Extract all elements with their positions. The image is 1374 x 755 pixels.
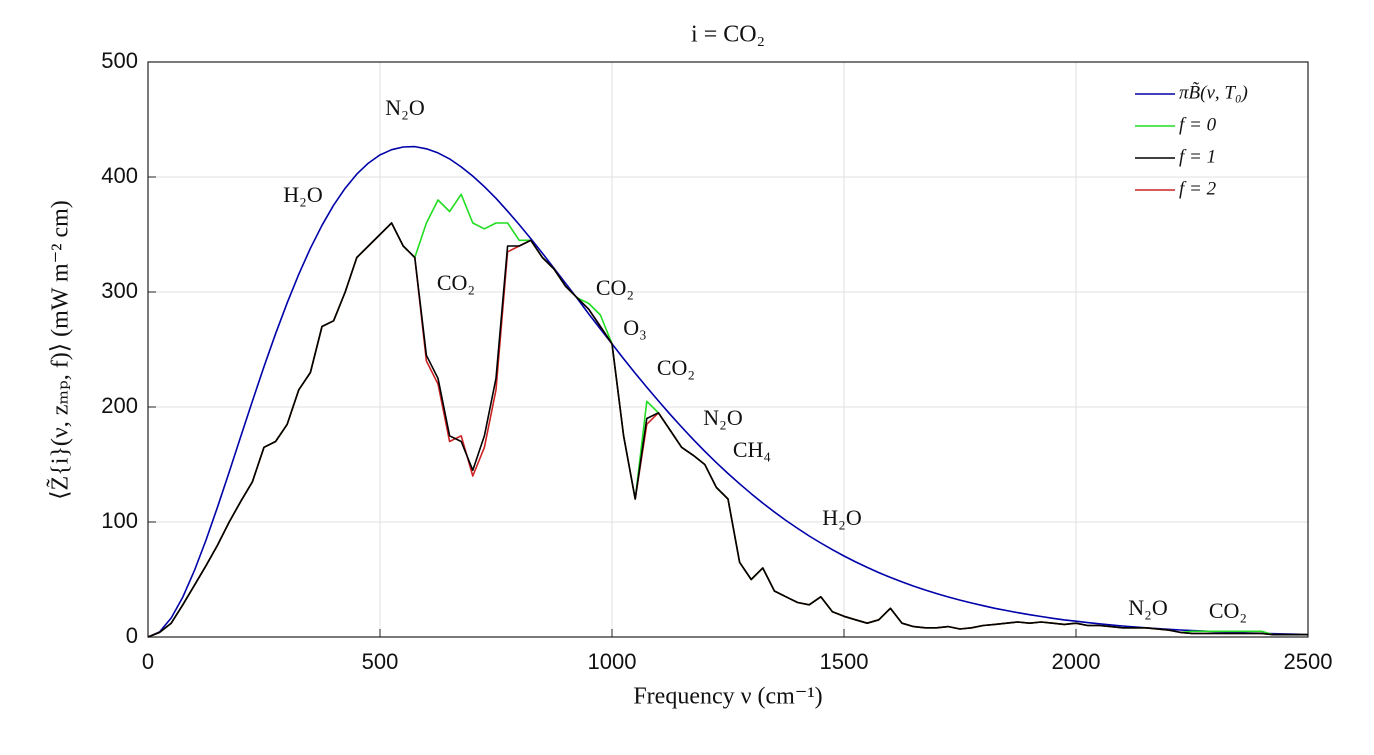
y-tick-label: 300 <box>101 278 138 303</box>
series-line <box>147 145 1309 638</box>
annotation: CO₂ <box>437 270 475 295</box>
y-tick-label: 400 <box>101 163 138 188</box>
chart-title: i = CO₂ <box>691 22 765 48</box>
annotation: H₂O <box>283 182 322 207</box>
y-tick-label: 500 <box>101 48 138 73</box>
annotation: CH₄ <box>733 437 771 462</box>
x-tick-label: 2500 <box>1284 649 1333 674</box>
legend-label: f = 2 <box>1179 178 1217 199</box>
x-tick-label: 2000 <box>1052 649 1101 674</box>
series-line <box>147 222 1308 638</box>
annotation: CO₂ <box>1209 598 1247 623</box>
y-tick-label: 100 <box>101 508 138 533</box>
x-axis-label: Frequency ν (cm⁻¹) <box>633 684 822 710</box>
y-tick-label: 200 <box>101 393 138 418</box>
legend-label: f = 1 <box>1179 146 1216 167</box>
annotation: O₃ <box>623 315 647 340</box>
plot-frame <box>147 61 1309 638</box>
annotation: N₂O <box>703 405 742 430</box>
x-tick-label: 500 <box>362 649 399 674</box>
y-tick-label: 0 <box>126 623 138 648</box>
annotation: N₂O <box>1128 595 1167 620</box>
x-tick-label: 1500 <box>820 649 869 674</box>
legend-label: f = 0 <box>1179 114 1217 135</box>
annotation: N₂O <box>385 95 424 120</box>
annotation: H₂O <box>822 505 861 530</box>
x-tick-label: 1000 <box>588 649 637 674</box>
y-axis-label: ⟨Z̃{i}(ν, zₘₚ, f)⟩ (mW m⁻² cm) <box>46 200 74 500</box>
legend-label: πB̃(ν, T₀) <box>1179 82 1248 103</box>
annotation: CO₂ <box>657 355 695 380</box>
x-tick-label: 0 <box>142 649 154 674</box>
annotation: CO₂ <box>596 275 634 300</box>
